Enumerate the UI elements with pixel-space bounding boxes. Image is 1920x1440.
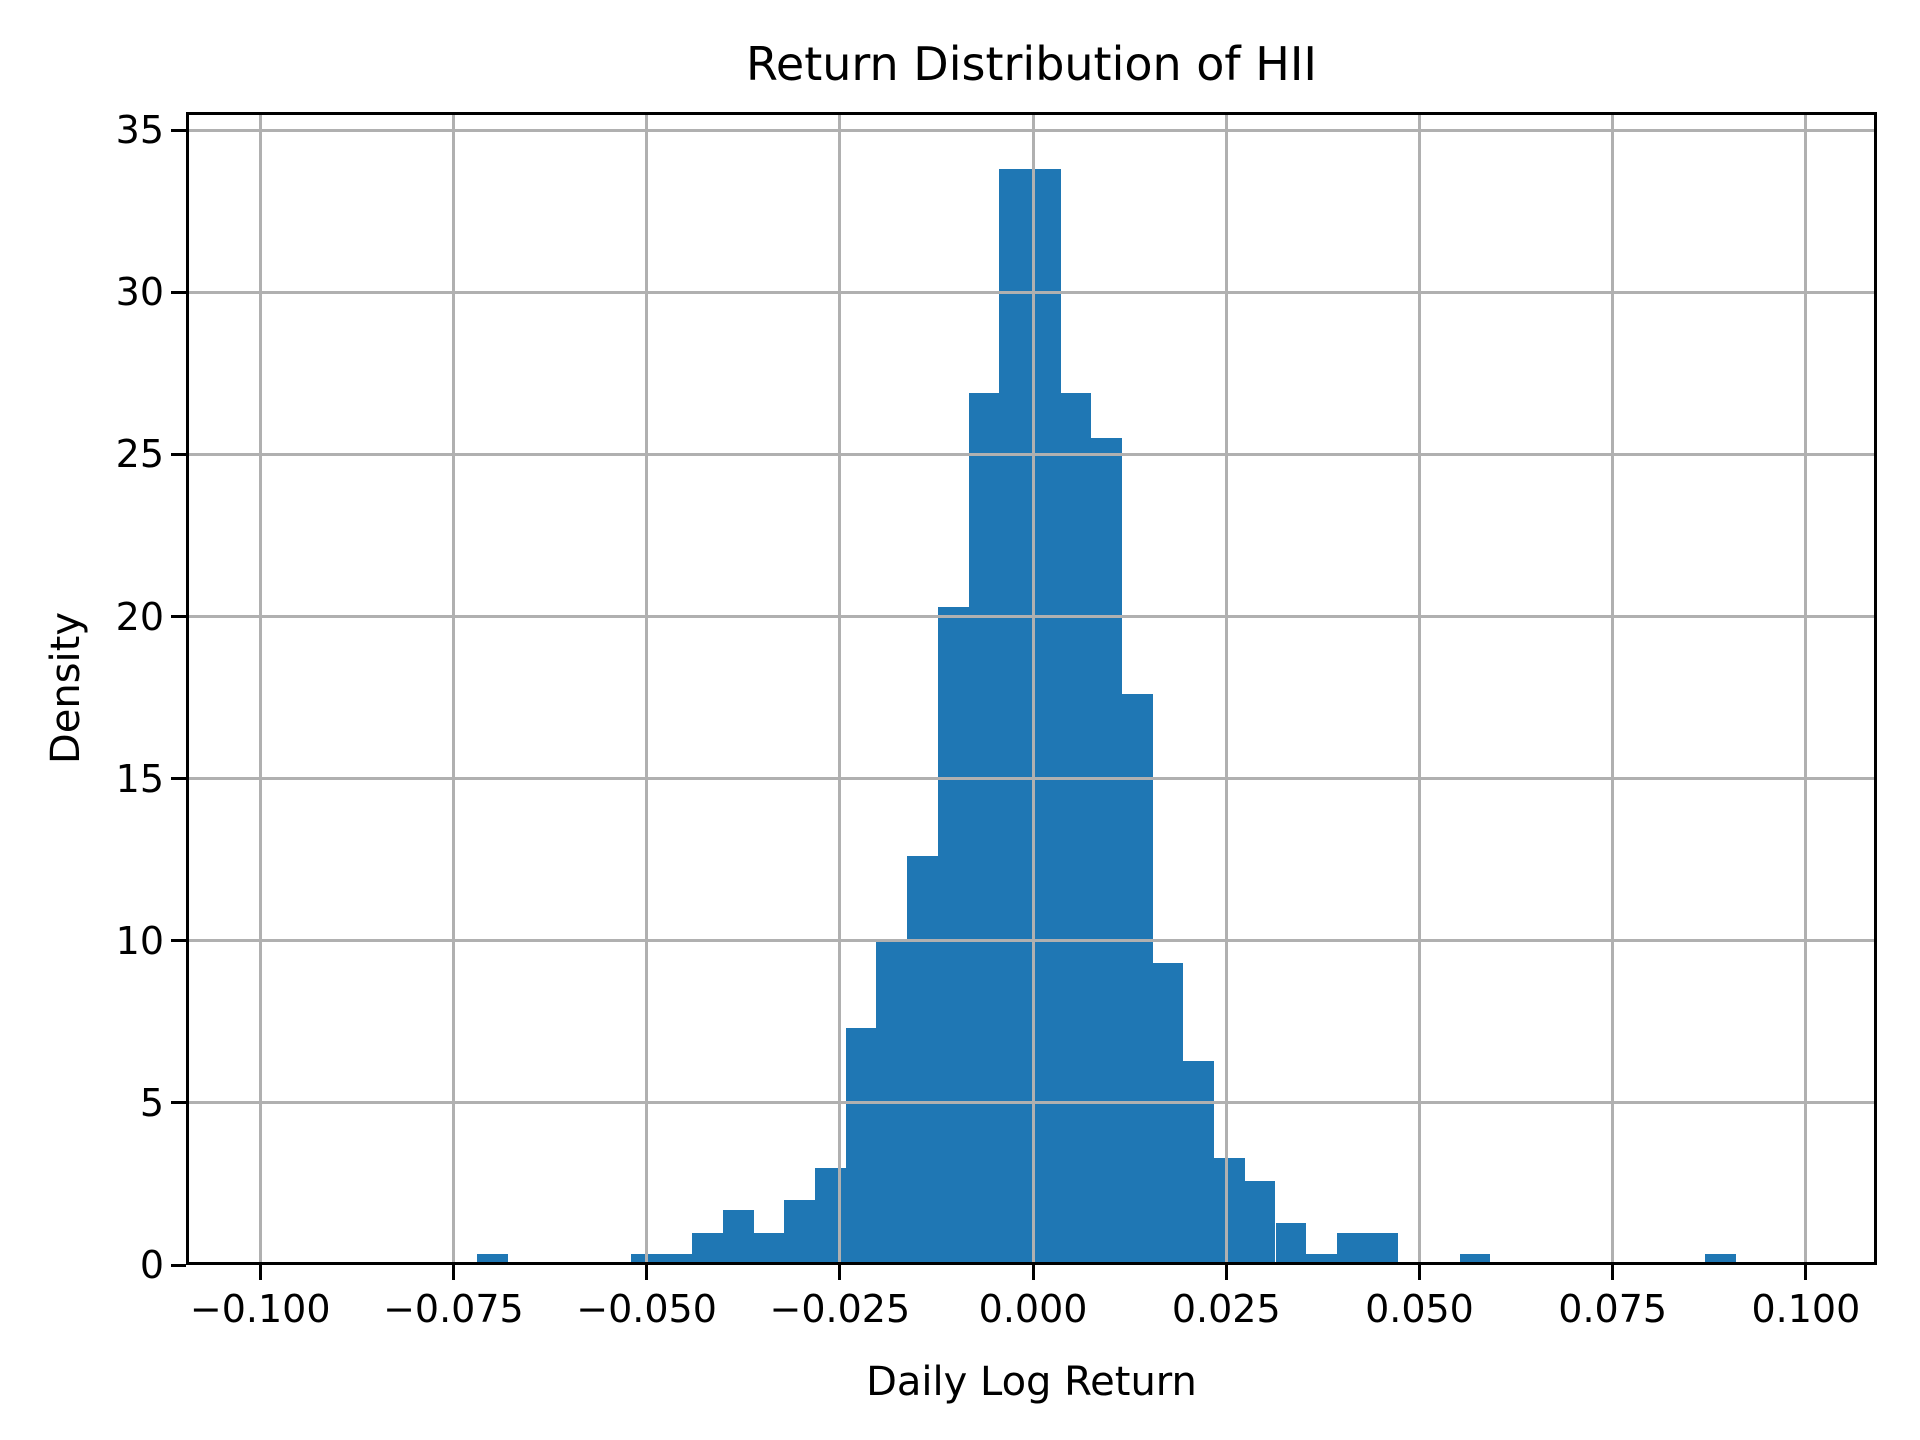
x-tick-mark <box>1804 1265 1808 1280</box>
x-tick-mark <box>1224 1265 1228 1280</box>
y-gridline <box>186 1101 1877 1105</box>
histogram-bar <box>907 856 938 1265</box>
y-gridline <box>186 290 1877 294</box>
x-tick-mark <box>1031 1265 1035 1280</box>
x-gridline <box>258 112 262 1265</box>
y-tick-mark <box>171 1101 186 1105</box>
x-tick-label: −0.025 <box>769 1287 911 1331</box>
plot-area <box>186 112 1877 1265</box>
histogram-bar <box>1091 438 1122 1265</box>
histogram-bar <box>1060 392 1092 1265</box>
histogram-bar <box>1367 1232 1399 1265</box>
histogram-bar <box>1029 169 1061 1265</box>
y-tick-label: 15 <box>115 756 164 801</box>
x-tick-label: −0.075 <box>383 1287 524 1331</box>
histogram-bar <box>477 1253 509 1265</box>
y-gridline <box>186 452 1877 456</box>
y-tick-label: 5 <box>139 1080 164 1125</box>
y-tick-label: 0 <box>139 1243 164 1287</box>
histogram-bar <box>1152 963 1184 1265</box>
histogram-bar <box>1122 694 1153 1265</box>
y-gridline <box>186 777 1877 781</box>
histogram-bar <box>1306 1253 1337 1265</box>
x-gridline <box>645 112 649 1265</box>
histogram-bar <box>1275 1222 1307 1265</box>
y-gridline <box>186 128 1877 132</box>
histogram-bar <box>661 1253 693 1265</box>
x-gridline <box>1804 112 1808 1265</box>
x-tick-mark <box>1611 1265 1615 1280</box>
y-gridline <box>186 1263 1877 1265</box>
y-tick-label: 30 <box>115 270 164 315</box>
x-gridline <box>1224 112 1228 1265</box>
histogram-bar <box>845 1028 877 1265</box>
y-gridline <box>186 939 1877 943</box>
histogram-bar <box>1705 1253 1736 1265</box>
x-tick-mark <box>645 1265 649 1280</box>
y-gridline <box>186 615 1877 619</box>
x-tick-mark <box>1417 1265 1421 1280</box>
histogram-bar <box>1244 1180 1276 1265</box>
y-tick-label: 20 <box>115 594 164 639</box>
histogram-bar <box>968 392 1000 1265</box>
chart-title: Return Distribution of HII <box>746 37 1317 91</box>
x-tick-mark <box>451 1265 455 1280</box>
x-tick-mark <box>838 1265 842 1280</box>
x-axis-label: Daily Log Return <box>866 1359 1197 1405</box>
x-tick-label: 0.100 <box>1751 1287 1861 1331</box>
x-gridline <box>1031 112 1035 1265</box>
histogram-bar <box>692 1232 723 1265</box>
y-tick-mark <box>171 777 186 781</box>
y-tick-mark <box>171 128 186 132</box>
y-tick-mark <box>171 615 186 619</box>
x-tick-label: 0.000 <box>978 1287 1088 1331</box>
y-tick-mark <box>171 452 186 456</box>
y-tick-label: 35 <box>115 108 164 153</box>
x-tick-label: 0.050 <box>1365 1287 1474 1331</box>
x-tick-mark <box>258 1265 262 1280</box>
x-gridline <box>838 112 842 1265</box>
y-tick-label: 10 <box>115 918 164 963</box>
x-tick-label: −0.100 <box>189 1287 331 1331</box>
histogram-bar <box>937 606 969 1265</box>
y-tick-mark <box>171 290 186 294</box>
y-tick-mark <box>171 1263 186 1267</box>
x-gridline <box>451 112 455 1265</box>
y-tick-label: 25 <box>115 432 164 477</box>
histogram-bar <box>1336 1232 1368 1265</box>
x-tick-label: 0.075 <box>1558 1287 1668 1331</box>
histogram-bar <box>722 1209 754 1265</box>
x-tick-label: 0.025 <box>1171 1287 1281 1331</box>
x-tick-label: −0.050 <box>576 1287 717 1331</box>
x-gridline <box>1417 112 1421 1265</box>
y-tick-mark <box>171 939 186 943</box>
y-axis-label: Density <box>43 611 89 765</box>
x-gridline <box>1611 112 1615 1265</box>
histogram-bar <box>1183 1060 1215 1265</box>
histogram-bar <box>999 169 1030 1265</box>
histogram-bar <box>1214 1158 1245 1265</box>
histogram-bar <box>753 1232 785 1265</box>
histogram-bar <box>1459 1253 1491 1265</box>
histogram-bar <box>784 1200 816 1265</box>
